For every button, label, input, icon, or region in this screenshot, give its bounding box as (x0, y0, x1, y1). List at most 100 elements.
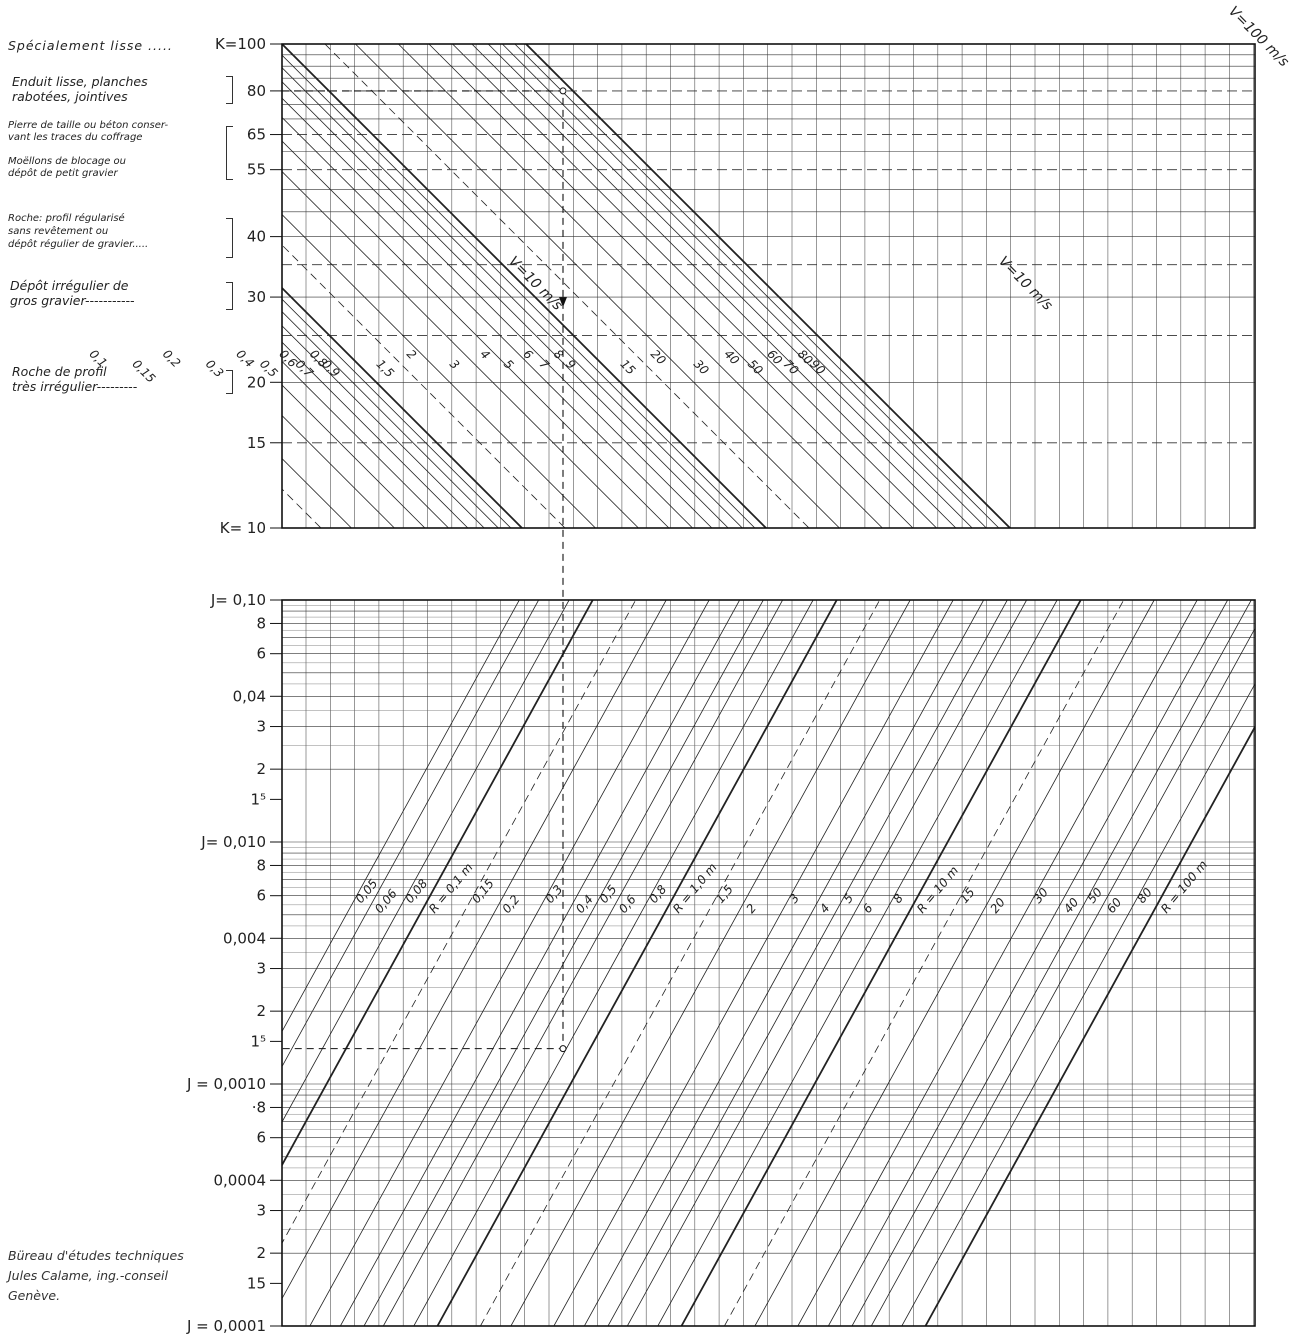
radius-line (657, 600, 1058, 1326)
label-pierre-de-taille: Pierre de taille ou béton conser- vant l… (8, 120, 169, 143)
radius-line-label: 30 (1030, 885, 1051, 906)
radius-line (626, 600, 1027, 1326)
radius-line-label: 15 (957, 885, 978, 906)
velocity-line (355, 44, 840, 528)
radius-line-label: R = 100 m (1158, 858, 1210, 916)
j-axis-tick-label: 2 (256, 1244, 266, 1262)
radius-line (724, 600, 1125, 1326)
example-path (282, 90, 564, 1050)
radius-line (851, 600, 1252, 1326)
radius-line (309, 600, 710, 1326)
velocity-line (282, 116, 693, 528)
radius-line (607, 600, 1008, 1326)
radius-line-label: 3 (786, 891, 802, 906)
velocity-line-label: 30 (691, 357, 712, 378)
velocity-line (282, 325, 485, 528)
bottom-panel-frame (281, 599, 1256, 1327)
radius-line (382, 600, 783, 1326)
radius-line (797, 600, 1198, 1326)
radius-line (680, 600, 1082, 1326)
j-axis-tick-label: 2 (256, 1002, 266, 1020)
brace-20 (226, 370, 233, 394)
velocity-line (471, 44, 957, 528)
velocity-line (282, 244, 566, 528)
curve-labels: 0,1 0,15 0,2 0,3 0,4 0,50,60,70,80,9 1,5234567… (86, 4, 1291, 916)
worked-example-path (282, 87, 567, 1053)
radius-line-label: 1,5 (713, 882, 736, 906)
radius-line (553, 600, 954, 1326)
radius-line (282, 600, 637, 1244)
radius-line (480, 600, 881, 1326)
velocity-line (282, 341, 469, 528)
velocity-series-label: V=10 m/s (995, 254, 1055, 314)
brace-40 (226, 218, 233, 258)
j-axis-tick-label: 6 (256, 887, 266, 905)
velocity-line (282, 44, 767, 528)
velocity-line (428, 44, 914, 528)
top-panel-velocity-lines (282, 44, 1011, 528)
panel-frames (281, 43, 1256, 1327)
radius-line (924, 724, 1255, 1326)
radius-line-label: 0,3 (542, 882, 565, 906)
j-axis-tick-label: 6 (256, 1129, 266, 1147)
j-axis-tick-label: 3 (256, 1202, 266, 1220)
radius-line-label: 0,8 (646, 882, 669, 906)
radius-line (901, 682, 1255, 1326)
radius-line (510, 600, 911, 1326)
example-point-k (559, 87, 567, 95)
velocity-line (282, 213, 596, 528)
velocity-line (282, 97, 713, 528)
velocity-line (282, 81, 729, 528)
j-axis-tick-label: 6 (256, 645, 266, 663)
j-axis-tick-label: 8 (256, 856, 266, 874)
radius-line-label: 0,15 (469, 876, 497, 905)
label-specialement-lisse: Spécialement lisse ..... (8, 38, 173, 53)
radius-line-label: 4 (817, 901, 833, 916)
velocity-line-label: 5 (501, 357, 516, 372)
j-axis-tick-label: J= 0,10 (210, 591, 266, 609)
k-axis-tick-label: 40 (247, 228, 266, 246)
j-axis-tick-label: ·8 (252, 1098, 266, 1116)
radius-line (436, 600, 838, 1326)
radius-line (413, 600, 814, 1326)
velocity-line (282, 140, 670, 528)
example-point-j (559, 1045, 567, 1053)
k-axis-tick-label: 20 (247, 373, 266, 391)
top-panel-frame (281, 43, 1256, 529)
velocity-line (282, 286, 523, 528)
velocity-line (282, 311, 499, 528)
k-axis-tick-label: 55 (247, 161, 266, 179)
velocity-line-label: 4 (477, 347, 492, 362)
velocity-line-label: 7 (537, 357, 553, 373)
velocity-line (282, 298, 512, 528)
j-axis-tick-label: 3 (256, 960, 266, 978)
j-axis-tick-label: 2 (256, 760, 266, 778)
velocity-line-label: 20 (648, 347, 669, 368)
label-roche-irreguliere: Roche de profil très irrégulier--------- (12, 364, 138, 394)
radius-line (282, 600, 520, 1033)
velocity-line (502, 44, 987, 528)
radius-line (828, 600, 1229, 1326)
label-enduit-lisse: Enduit lisse, planches rabotées, jointiv… (12, 74, 148, 104)
velocity-line-label: 15 (617, 357, 638, 378)
credit-block: Büreau d'études techniques Jules Calame,… (8, 1248, 184, 1303)
example-arrow (559, 297, 567, 308)
radius-line (363, 600, 764, 1326)
radius-line-label: 50 (1085, 885, 1106, 906)
velocity-line (452, 44, 937, 528)
j-axis-tick-label: 1⁵ (250, 1032, 266, 1050)
j-axis-tick-label: 1⁵ (250, 790, 266, 808)
bottom-panel-radius-lines (282, 600, 1255, 1326)
k-axis-tick-label: 15 (247, 434, 266, 452)
bottom-panel-grid (282, 600, 1255, 1326)
label-roche-regularise: Roche: profil régularisé sans revêtement… (8, 213, 149, 250)
velocity-line-label: 6 (520, 347, 536, 363)
radius-line (584, 600, 985, 1326)
radius-line (870, 627, 1255, 1326)
velocity-line-label: 40 (721, 347, 742, 368)
axis-ticks: K=100 80 65 55 40 30 20 15 K= 10 J= 0,10 8 6 0,04 3 2 1… (186, 35, 282, 1335)
k-axis-tick-label: 65 (247, 126, 266, 144)
velocity-line (324, 44, 810, 528)
velocity-line-label: 0,4 (233, 347, 256, 370)
